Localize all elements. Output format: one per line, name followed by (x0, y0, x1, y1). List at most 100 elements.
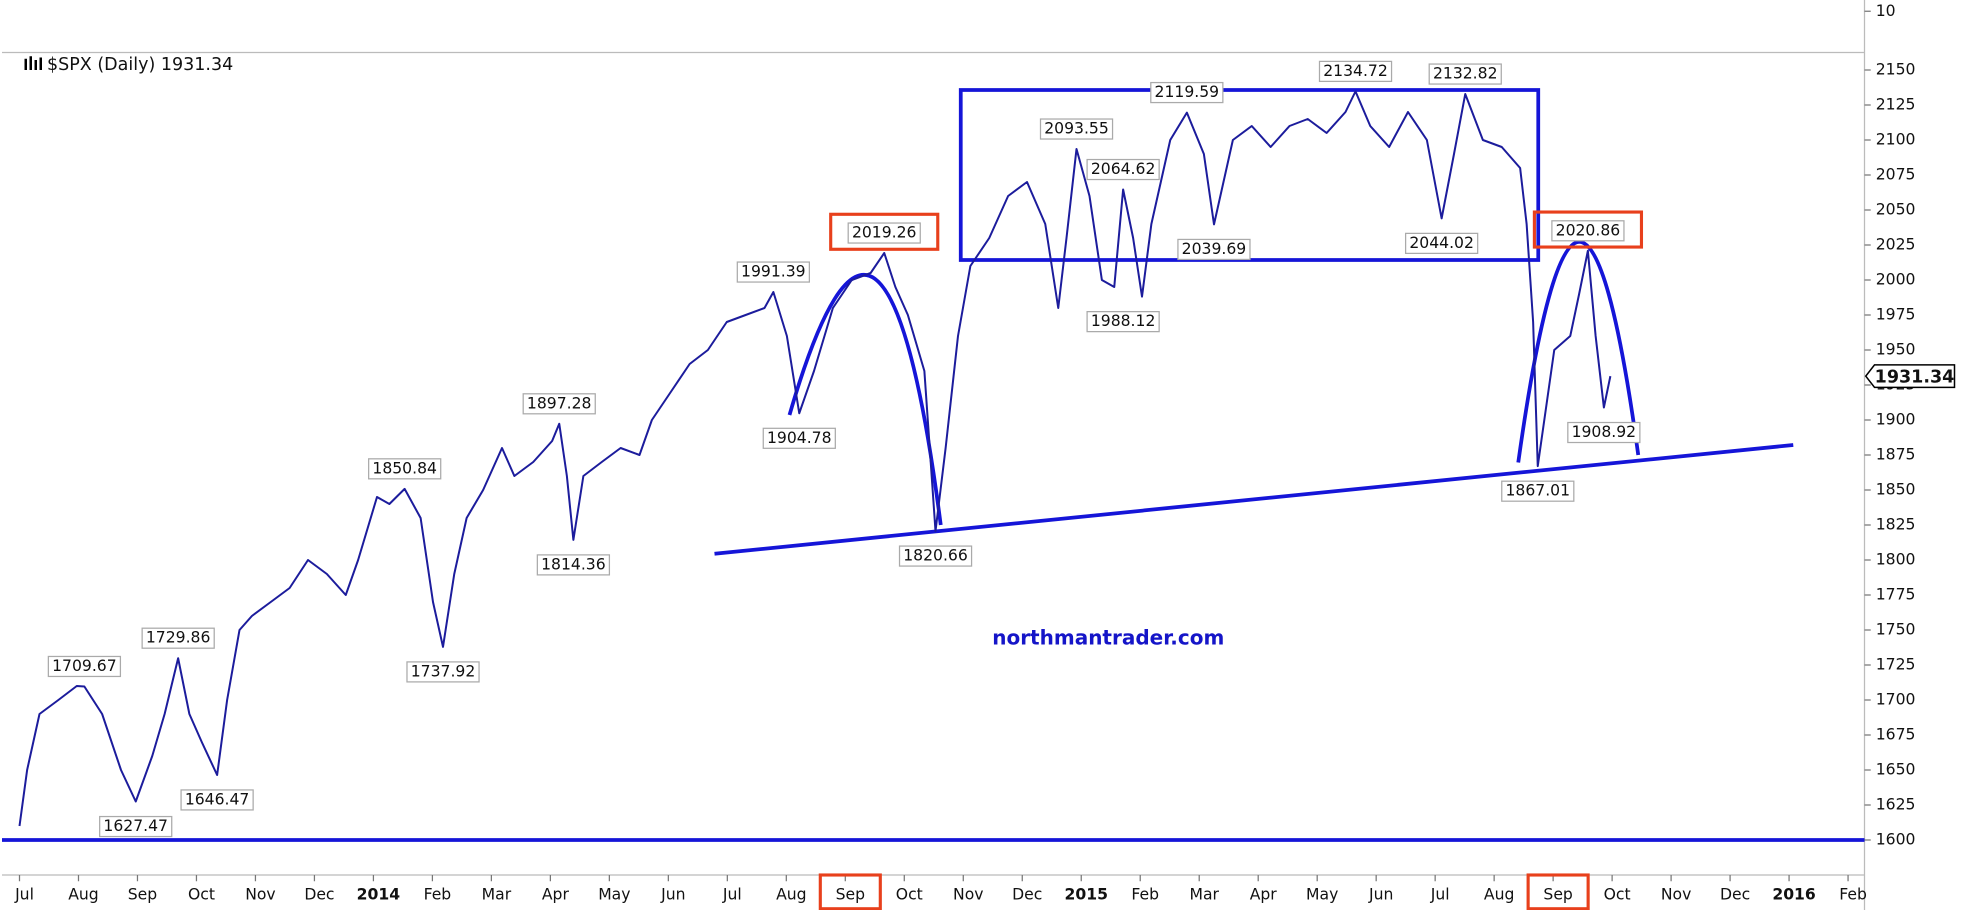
price-annotation: 1867.01 (1501, 480, 1575, 502)
annotation-box (1501, 480, 1575, 502)
x-tick-label: Jun (660, 886, 685, 904)
price-annotation: 1729.86 (141, 627, 215, 649)
x-tick-label: Jun (1368, 886, 1393, 904)
last-value-label: 1931.34 (1875, 367, 1955, 387)
last-value-marker (1864, 364, 1956, 389)
x-tick-label: May (1306, 886, 1338, 904)
y-tick-label: 1750 (1876, 621, 1916, 639)
y-tick-label: 1850 (1876, 481, 1916, 499)
annotation-box (368, 458, 442, 480)
x-tick-label: Dec (304, 886, 334, 904)
annotation-box (1567, 421, 1641, 444)
annotation-label: 1867.01 (1506, 482, 1571, 500)
x-tick-label: Sep (1543, 886, 1573, 904)
annotation-box (536, 554, 611, 576)
annotation-label: 2132.82 (1433, 65, 1498, 83)
arc (1516, 240, 1641, 463)
annotation-box (522, 393, 596, 415)
x-tick-label: Mar (482, 886, 512, 904)
x-tick-label: Oct (896, 886, 923, 904)
y-tick-label: 1675 (1876, 726, 1916, 744)
price-annotation: 2064.62 (1086, 158, 1160, 181)
arc (787, 273, 943, 526)
annotation-label: 2064.62 (1091, 160, 1156, 178)
x-tick-label: Jul (1430, 886, 1450, 904)
price-annotation: 2093.55 (1039, 118, 1114, 140)
y-tick-label: 2025 (1876, 236, 1916, 254)
annotation-label: 2134.72 (1323, 62, 1388, 80)
annotation-box (1551, 220, 1625, 242)
annotation-box (180, 789, 254, 811)
price-annotation: 1850.84 (368, 458, 442, 480)
annotation-label: 2039.69 (1182, 240, 1247, 258)
x-tick-label: Aug (1484, 886, 1514, 904)
x-tick-label: Feb (424, 886, 452, 904)
tick-highlight (1526, 873, 1590, 910)
annotation-label: 1646.47 (185, 790, 250, 808)
annotation-label: 1814.36 (541, 555, 606, 573)
price-annotation: 1737.92 (406, 661, 480, 683)
annotation-label: 2093.55 (1044, 120, 1109, 138)
annotation-label: 1850.84 (372, 459, 437, 477)
annotation-highlight (1532, 210, 1644, 249)
x-tick-label: Feb (1839, 886, 1867, 904)
x-tick-label: Sep (128, 886, 158, 904)
x-tick-label: Sep (836, 886, 866, 904)
y-tick-label: 10 (1876, 2, 1896, 20)
x-tick-label: Mar (1189, 886, 1219, 904)
y-tick-label: 1650 (1876, 761, 1916, 779)
y-tick-label: 1800 (1876, 551, 1916, 569)
price-annotation: 2119.59 (1150, 81, 1224, 104)
annotation-box (1150, 81, 1224, 104)
tick-highlight (818, 873, 882, 910)
annotation-box (898, 545, 973, 567)
y-tick-label: 2000 (1876, 271, 1916, 289)
annotation-box (762, 427, 836, 449)
annotation-label: 2019.26 (852, 224, 917, 242)
annotation-box (1404, 232, 1479, 254)
price-annotation: 2020.86 (1532, 210, 1644, 249)
price-annotation: 1646.47 (180, 789, 254, 811)
price-annotation: 1820.66 (898, 545, 973, 567)
x-tick-label: Jul (722, 886, 742, 904)
annotation-box (1039, 118, 1114, 140)
chart-title: $SPX (Daily) 1931.34 (47, 55, 233, 75)
annotation-box (1086, 158, 1160, 181)
y-tick-label: 2075 (1876, 166, 1916, 184)
trend-line (714, 443, 1794, 556)
annotation-box (1318, 60, 1393, 83)
x-tick-label: Apr (1250, 886, 1278, 904)
y-tick-label: 1900 (1876, 411, 1916, 429)
y-tick-label: 2125 (1876, 96, 1916, 114)
y-tick-label: 1875 (1876, 446, 1916, 464)
x-tick-label: Apr (542, 886, 570, 904)
annotation-box (99, 815, 173, 838)
annotation-label: 1908.92 (1572, 423, 1637, 441)
annotation-label: 2119.59 (1155, 83, 1220, 101)
y-tick-label: 2100 (1876, 131, 1916, 149)
x-tick-label: May (598, 886, 630, 904)
x-tick-label: 2016 (1772, 886, 1816, 904)
x-tick-label: Oct (188, 886, 215, 904)
x-tick-label: Jul (14, 886, 34, 904)
x-tick-label: 2015 (1065, 886, 1108, 904)
y-tick-label: 1625 (1876, 796, 1916, 814)
y-tick-label: 1950 (1876, 341, 1916, 359)
y-tick-label: 1975 (1876, 306, 1916, 324)
price-annotation: 1897.28 (522, 393, 596, 415)
price-annotation: 2132.82 (1428, 63, 1502, 85)
y-tick-label: 1700 (1876, 691, 1916, 709)
price-annotation: 2019.26 (829, 212, 940, 251)
y-tick-label: 1825 (1876, 516, 1916, 534)
y-tick-label: 1725 (1876, 656, 1916, 674)
x-tick-label: Oct (1604, 886, 1631, 904)
price-annotation: 1814.36 (536, 554, 611, 576)
price-line (18, 90, 1612, 827)
annotation-label: 1820.66 (903, 547, 968, 565)
annotation-box (1086, 311, 1160, 333)
ticker-icon (24, 56, 42, 70)
y-tick-label: 2150 (1876, 61, 1916, 79)
